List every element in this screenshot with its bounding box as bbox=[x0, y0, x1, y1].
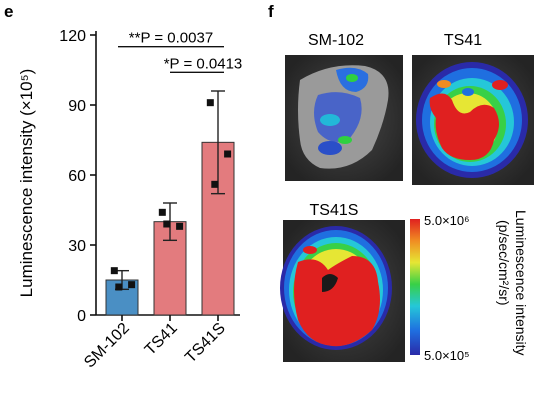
data-point bbox=[224, 150, 232, 158]
y-tick-label: 30 bbox=[68, 238, 86, 255]
data-point bbox=[211, 180, 219, 188]
data-point bbox=[115, 283, 123, 291]
colorbar-unit: (p/sec/cm²/sr) bbox=[496, 220, 512, 306]
x-tick-label: SM-102 bbox=[81, 320, 133, 372]
colorbar bbox=[410, 219, 420, 355]
bioluminescence-image-sm102 bbox=[285, 55, 403, 181]
x-tick-label: TS41 bbox=[142, 320, 181, 359]
image-title-sm102: SM-102 bbox=[308, 32, 364, 49]
image-title-ts41: TS41 bbox=[444, 32, 482, 49]
data-point bbox=[206, 99, 214, 107]
significance-label: *P = 0.0413 bbox=[164, 55, 243, 72]
y-tick-label: 0 bbox=[77, 308, 86, 325]
colorbar-min-label: 5.0×10⁵ bbox=[424, 348, 470, 363]
y-tick-label: 90 bbox=[68, 98, 86, 115]
colorbar-title: Luminescence intensity bbox=[513, 210, 529, 356]
y-tick-label: 60 bbox=[68, 168, 86, 185]
bioluminescence-image-ts41 bbox=[412, 55, 534, 185]
data-point bbox=[128, 281, 136, 289]
colorbar-max-label: 5.0×10⁶ bbox=[424, 213, 469, 228]
y-axis-label: Luminescence intensity (×10⁵) bbox=[17, 69, 36, 298]
image-title-ts41s: TS41S bbox=[310, 202, 359, 219]
data-point bbox=[110, 267, 118, 275]
bioluminescence-image-ts41s bbox=[280, 220, 405, 362]
data-point bbox=[158, 208, 166, 216]
panel-letter-e: e bbox=[4, 2, 13, 21]
panel-letter-f: f bbox=[268, 2, 274, 21]
data-point bbox=[176, 222, 184, 230]
significance-label: **P = 0.0037 bbox=[129, 30, 213, 47]
y-tick-label: 120 bbox=[59, 28, 86, 45]
data-point bbox=[163, 220, 171, 228]
x-tick-label: TS41S bbox=[182, 320, 229, 367]
bar-chart: 0 30 60 90 120 SM-102 TS41 TS41S **P = 0.0037 *P … bbox=[59, 28, 242, 371]
